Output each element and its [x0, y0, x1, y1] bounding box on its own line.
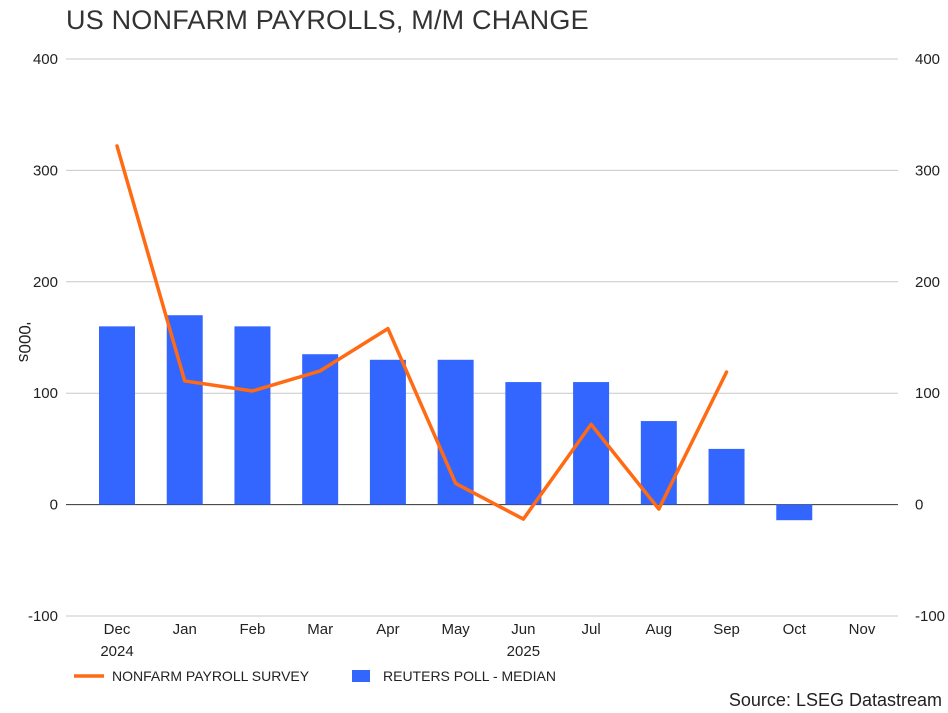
- payroll-line: [115, 144, 729, 521]
- x-tick-label: Apr: [376, 621, 399, 638]
- y-axis-right: -100 0 100 200 300 400: [915, 51, 945, 625]
- y-axis-label: '000s: [15, 322, 34, 362]
- x-tick-label: May: [441, 621, 470, 638]
- y-tick-label-right: 400: [915, 51, 940, 68]
- bar: [166, 315, 203, 505]
- y-tick-label-left: -100: [28, 608, 58, 625]
- gridlines: [66, 58, 898, 617]
- source-note: Source: LSEG Datastream: [728, 690, 942, 710]
- x-tick-label: Feb: [240, 621, 266, 638]
- y-tick-label-left: 400: [33, 51, 58, 68]
- y-tick-label-left: 300: [33, 162, 58, 179]
- x-year-label: 2024: [100, 643, 133, 660]
- x-tick-label: Oct: [783, 621, 807, 638]
- x-tick-label: Aug: [645, 621, 672, 638]
- bar: [302, 354, 339, 505]
- x-axis: Dec Jan Feb Mar Apr May Jun Jul Aug Sep Oct Nov 2024…: [100, 621, 876, 660]
- legend-swatch-bar: [352, 670, 370, 682]
- y-tick-label-right: 0: [915, 497, 923, 514]
- x-tick-label: Jun: [511, 621, 535, 638]
- y-axis-left: -100 0 100 200 300 400: [28, 51, 58, 625]
- bar: [640, 421, 677, 505]
- y-tick-label-left: 200: [33, 274, 58, 291]
- x-tick-label: Nov: [849, 621, 876, 638]
- chart-title: US NONFARM PAYROLLS, M/M CHANGE: [66, 5, 589, 35]
- line-series: [115, 144, 729, 521]
- bar: [776, 504, 813, 521]
- bar: [369, 359, 406, 505]
- y-tick-label-right: 200: [915, 274, 940, 291]
- x-year-label: 2025: [507, 643, 540, 660]
- legend: NONFARM PAYROLL SURVEY REUTERS POLL - MED…: [74, 668, 556, 684]
- bar: [708, 448, 745, 505]
- bar-series: [99, 315, 813, 521]
- legend-label-bar: REUTERS POLL - MEDIAN: [383, 668, 556, 684]
- x-tick-label: Jul: [581, 621, 600, 638]
- x-tick-label: Sep: [713, 621, 740, 638]
- y-tick-label-right: -100: [915, 608, 945, 625]
- legend-label-line: NONFARM PAYROLL SURVEY: [112, 668, 310, 684]
- x-tick-label: Dec: [104, 621, 131, 638]
- bar: [505, 382, 542, 505]
- y-tick-label-right: 300: [915, 162, 940, 179]
- x-tick-label: Jan: [173, 621, 197, 638]
- bar: [99, 326, 135, 505]
- x-tick-label: Mar: [307, 621, 333, 638]
- bar: [234, 326, 271, 505]
- y-tick-label-left: 100: [33, 385, 58, 402]
- y-tick-label-right: 100: [915, 385, 940, 402]
- y-tick-label-left: 0: [50, 497, 58, 514]
